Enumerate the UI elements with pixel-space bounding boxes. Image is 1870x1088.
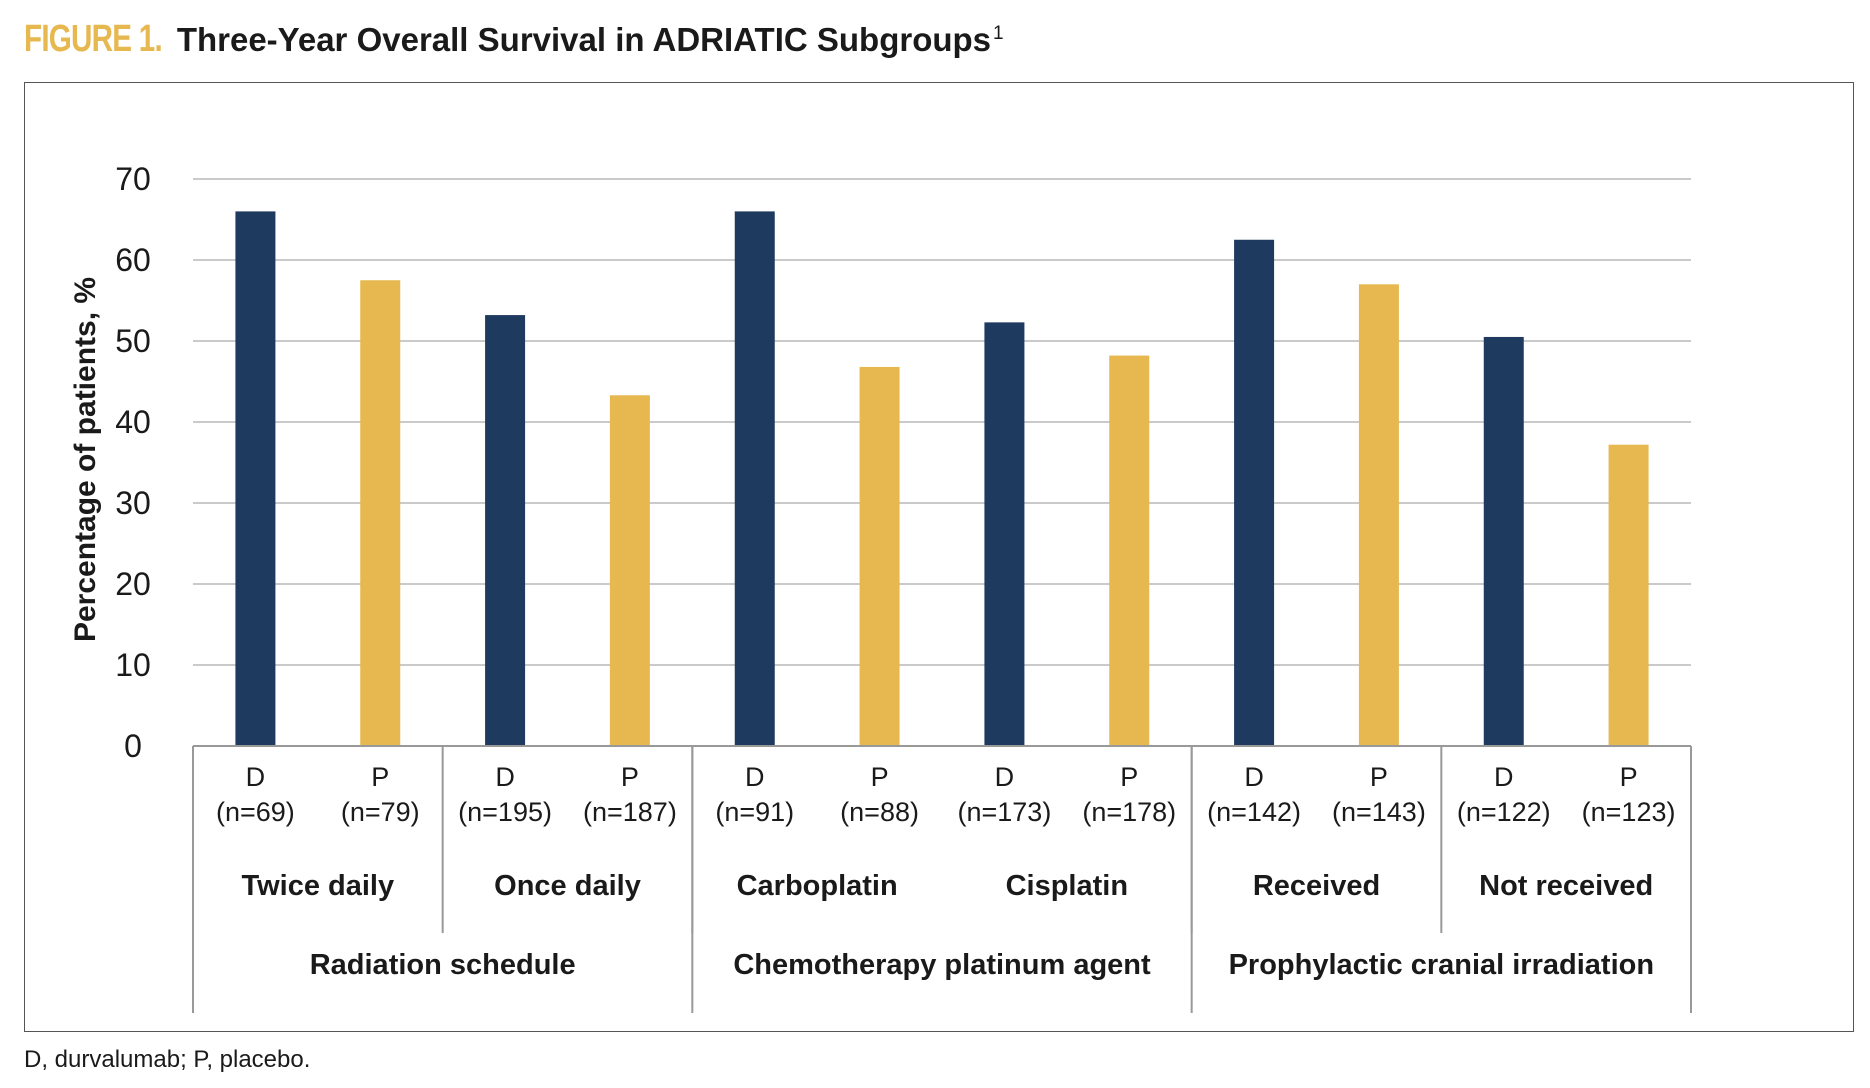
bar-placebo — [360, 280, 401, 746]
bar-arm-label: P — [621, 762, 639, 792]
figure-title-reference: 1 — [993, 23, 1004, 44]
figure-label: FIGURE 1. — [24, 18, 163, 60]
bar-durvalumab — [1483, 336, 1524, 746]
subgroup-label: Received — [1253, 870, 1380, 902]
category-label: Prophylactic cranial irradiation — [1229, 949, 1654, 981]
bar-n-label: (n=143) — [1332, 797, 1426, 827]
bar-arm-label: P — [871, 762, 889, 792]
figure-title: Three-Year Overall Survival in ADRIATIC … — [177, 21, 1004, 59]
y-tick-label: 50 — [115, 323, 151, 359]
y-tick-label: 60 — [115, 242, 151, 278]
bar-arm-label: P — [1620, 762, 1638, 792]
bar-arm-label: P — [1120, 762, 1138, 792]
bar-chart: 0 10 20 30 40 50 60 70 Percentage of patients, %… — [69, 161, 1692, 1013]
bar-placebo — [1109, 355, 1150, 746]
bar-n-label: (n=122) — [1457, 797, 1551, 827]
bar-durvalumab — [984, 322, 1025, 746]
subgroup-label: Once daily — [494, 870, 641, 902]
bar-n-label: (n=91) — [715, 797, 794, 827]
y-tick-label: 10 — [115, 647, 151, 683]
bar-n-label: (n=178) — [1082, 797, 1176, 827]
subgroup-label: Not received — [1479, 870, 1653, 902]
figure-title-text: Three-Year Overall Survival in ADRIATIC … — [176, 21, 992, 58]
bar-arm-label: D — [995, 762, 1015, 792]
bar-arm-label: P — [1370, 762, 1388, 792]
subgroup-label: Twice daily — [242, 870, 395, 902]
bar-n-label: (n=187) — [583, 797, 677, 827]
bar-n-label: (n=123) — [1582, 797, 1676, 827]
subgroup-label: Carboplatin — [737, 870, 898, 902]
y-tick-label: 0 — [124, 728, 142, 764]
bar-durvalumab — [734, 211, 775, 746]
bar-arm-label: D — [745, 762, 765, 792]
bar-n-label: (n=88) — [840, 797, 919, 827]
bar-placebo — [1358, 284, 1399, 746]
bar-arm-label: D — [495, 762, 515, 792]
chart-frame: 0 10 20 30 40 50 60 70 Percentage of patients, %… — [24, 82, 1854, 1032]
bar-n-label: (n=195) — [458, 797, 552, 827]
y-axis-title: Percentage of patients, % — [69, 277, 102, 642]
category-label: Chemotherapy platinum agent — [733, 949, 1151, 981]
bar-placebo — [859, 366, 900, 746]
y-tick-label: 20 — [115, 566, 151, 602]
category-label: Radiation schedule — [310, 949, 576, 981]
y-tick-label: 30 — [115, 485, 151, 521]
bar-arm-label: D — [1244, 762, 1264, 792]
bar-arm-label: P — [371, 762, 389, 792]
bar-durvalumab — [485, 315, 526, 746]
bar-n-label: (n=79) — [341, 797, 420, 827]
bar-durvalumab — [235, 211, 276, 746]
bar-n-label: (n=173) — [958, 797, 1052, 827]
y-tick-label: 70 — [115, 161, 151, 197]
bar-n-label: (n=69) — [216, 797, 295, 827]
subgroup-label: Cisplatin — [1006, 870, 1128, 902]
bar-arm-label: D — [1494, 762, 1514, 792]
bar-placebo — [1608, 444, 1649, 746]
bar-arm-label: D — [246, 762, 266, 792]
bar-placebo — [609, 395, 650, 746]
bar-n-label: (n=142) — [1207, 797, 1301, 827]
figure-header: FIGURE 1. Three-Year Overall Survival in… — [24, 18, 1004, 68]
bar-durvalumab — [1234, 239, 1275, 746]
y-tick-label: 40 — [115, 404, 151, 440]
figure-footnote: D, durvalumab; P, placebo. — [24, 1046, 311, 1073]
